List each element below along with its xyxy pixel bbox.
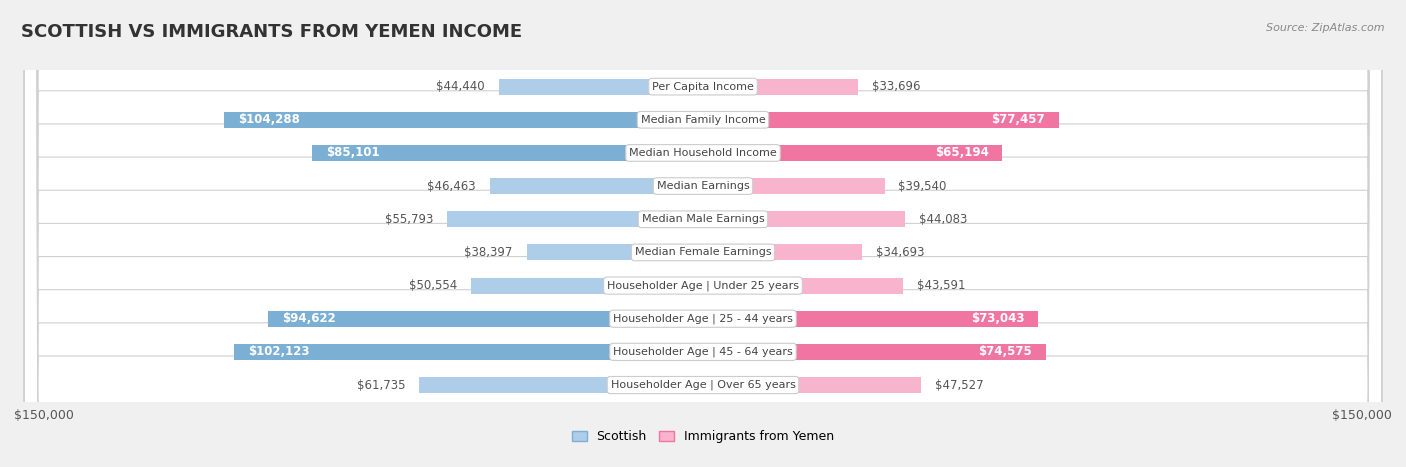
- FancyBboxPatch shape: [703, 377, 921, 393]
- Text: $39,540: $39,540: [898, 180, 946, 192]
- Text: Median Household Income: Median Household Income: [628, 148, 778, 158]
- FancyBboxPatch shape: [312, 145, 703, 161]
- FancyBboxPatch shape: [24, 0, 1382, 467]
- Text: Householder Age | Under 25 years: Householder Age | Under 25 years: [607, 280, 799, 291]
- FancyBboxPatch shape: [419, 377, 703, 393]
- Text: $33,696: $33,696: [872, 80, 920, 93]
- FancyBboxPatch shape: [233, 344, 703, 360]
- FancyBboxPatch shape: [471, 277, 703, 294]
- FancyBboxPatch shape: [489, 178, 703, 194]
- FancyBboxPatch shape: [703, 211, 905, 227]
- FancyBboxPatch shape: [527, 244, 703, 261]
- FancyBboxPatch shape: [24, 0, 1382, 467]
- Text: $74,575: $74,575: [979, 346, 1032, 358]
- Text: $46,463: $46,463: [427, 180, 475, 192]
- FancyBboxPatch shape: [24, 0, 1382, 467]
- Text: $50,554: $50,554: [409, 279, 457, 292]
- Text: $38,397: $38,397: [464, 246, 513, 259]
- Text: Median Female Earnings: Median Female Earnings: [634, 248, 772, 257]
- FancyBboxPatch shape: [703, 112, 1059, 128]
- Text: $61,735: $61,735: [357, 379, 406, 391]
- Text: $85,101: $85,101: [326, 147, 380, 159]
- Text: $65,194: $65,194: [935, 147, 988, 159]
- FancyBboxPatch shape: [703, 145, 1002, 161]
- FancyBboxPatch shape: [703, 311, 1039, 327]
- FancyBboxPatch shape: [703, 78, 858, 95]
- Legend: Scottish, Immigrants from Yemen: Scottish, Immigrants from Yemen: [567, 425, 839, 448]
- FancyBboxPatch shape: [703, 344, 1046, 360]
- Text: Householder Age | 25 - 44 years: Householder Age | 25 - 44 years: [613, 313, 793, 324]
- Text: Householder Age | Over 65 years: Householder Age | Over 65 years: [610, 380, 796, 390]
- Text: Per Capita Income: Per Capita Income: [652, 82, 754, 92]
- Text: $73,043: $73,043: [972, 312, 1025, 325]
- Text: Source: ZipAtlas.com: Source: ZipAtlas.com: [1267, 23, 1385, 33]
- FancyBboxPatch shape: [24, 0, 1382, 467]
- FancyBboxPatch shape: [703, 244, 862, 261]
- Text: Householder Age | 45 - 64 years: Householder Age | 45 - 64 years: [613, 347, 793, 357]
- FancyBboxPatch shape: [24, 0, 1382, 467]
- FancyBboxPatch shape: [24, 0, 1382, 467]
- FancyBboxPatch shape: [269, 311, 703, 327]
- FancyBboxPatch shape: [24, 0, 1382, 467]
- Text: $44,083: $44,083: [920, 213, 967, 226]
- FancyBboxPatch shape: [24, 0, 1382, 467]
- Text: $47,527: $47,527: [935, 379, 984, 391]
- Text: $34,693: $34,693: [876, 246, 925, 259]
- Text: $150,000: $150,000: [1331, 409, 1392, 422]
- FancyBboxPatch shape: [24, 0, 1382, 467]
- Text: SCOTTISH VS IMMIGRANTS FROM YEMEN INCOME: SCOTTISH VS IMMIGRANTS FROM YEMEN INCOME: [21, 23, 522, 42]
- FancyBboxPatch shape: [447, 211, 703, 227]
- FancyBboxPatch shape: [703, 178, 884, 194]
- Text: $77,457: $77,457: [991, 113, 1045, 126]
- Text: Median Male Earnings: Median Male Earnings: [641, 214, 765, 224]
- FancyBboxPatch shape: [703, 277, 903, 294]
- Text: $150,000: $150,000: [14, 409, 75, 422]
- Text: $43,591: $43,591: [917, 279, 966, 292]
- Text: Median Earnings: Median Earnings: [657, 181, 749, 191]
- Text: $104,288: $104,288: [238, 113, 299, 126]
- FancyBboxPatch shape: [499, 78, 703, 95]
- Text: $44,440: $44,440: [436, 80, 485, 93]
- Text: $94,622: $94,622: [283, 312, 336, 325]
- FancyBboxPatch shape: [24, 0, 1382, 467]
- FancyBboxPatch shape: [224, 112, 703, 128]
- Text: Median Family Income: Median Family Income: [641, 115, 765, 125]
- Text: $55,793: $55,793: [385, 213, 433, 226]
- Text: $102,123: $102,123: [247, 346, 309, 358]
